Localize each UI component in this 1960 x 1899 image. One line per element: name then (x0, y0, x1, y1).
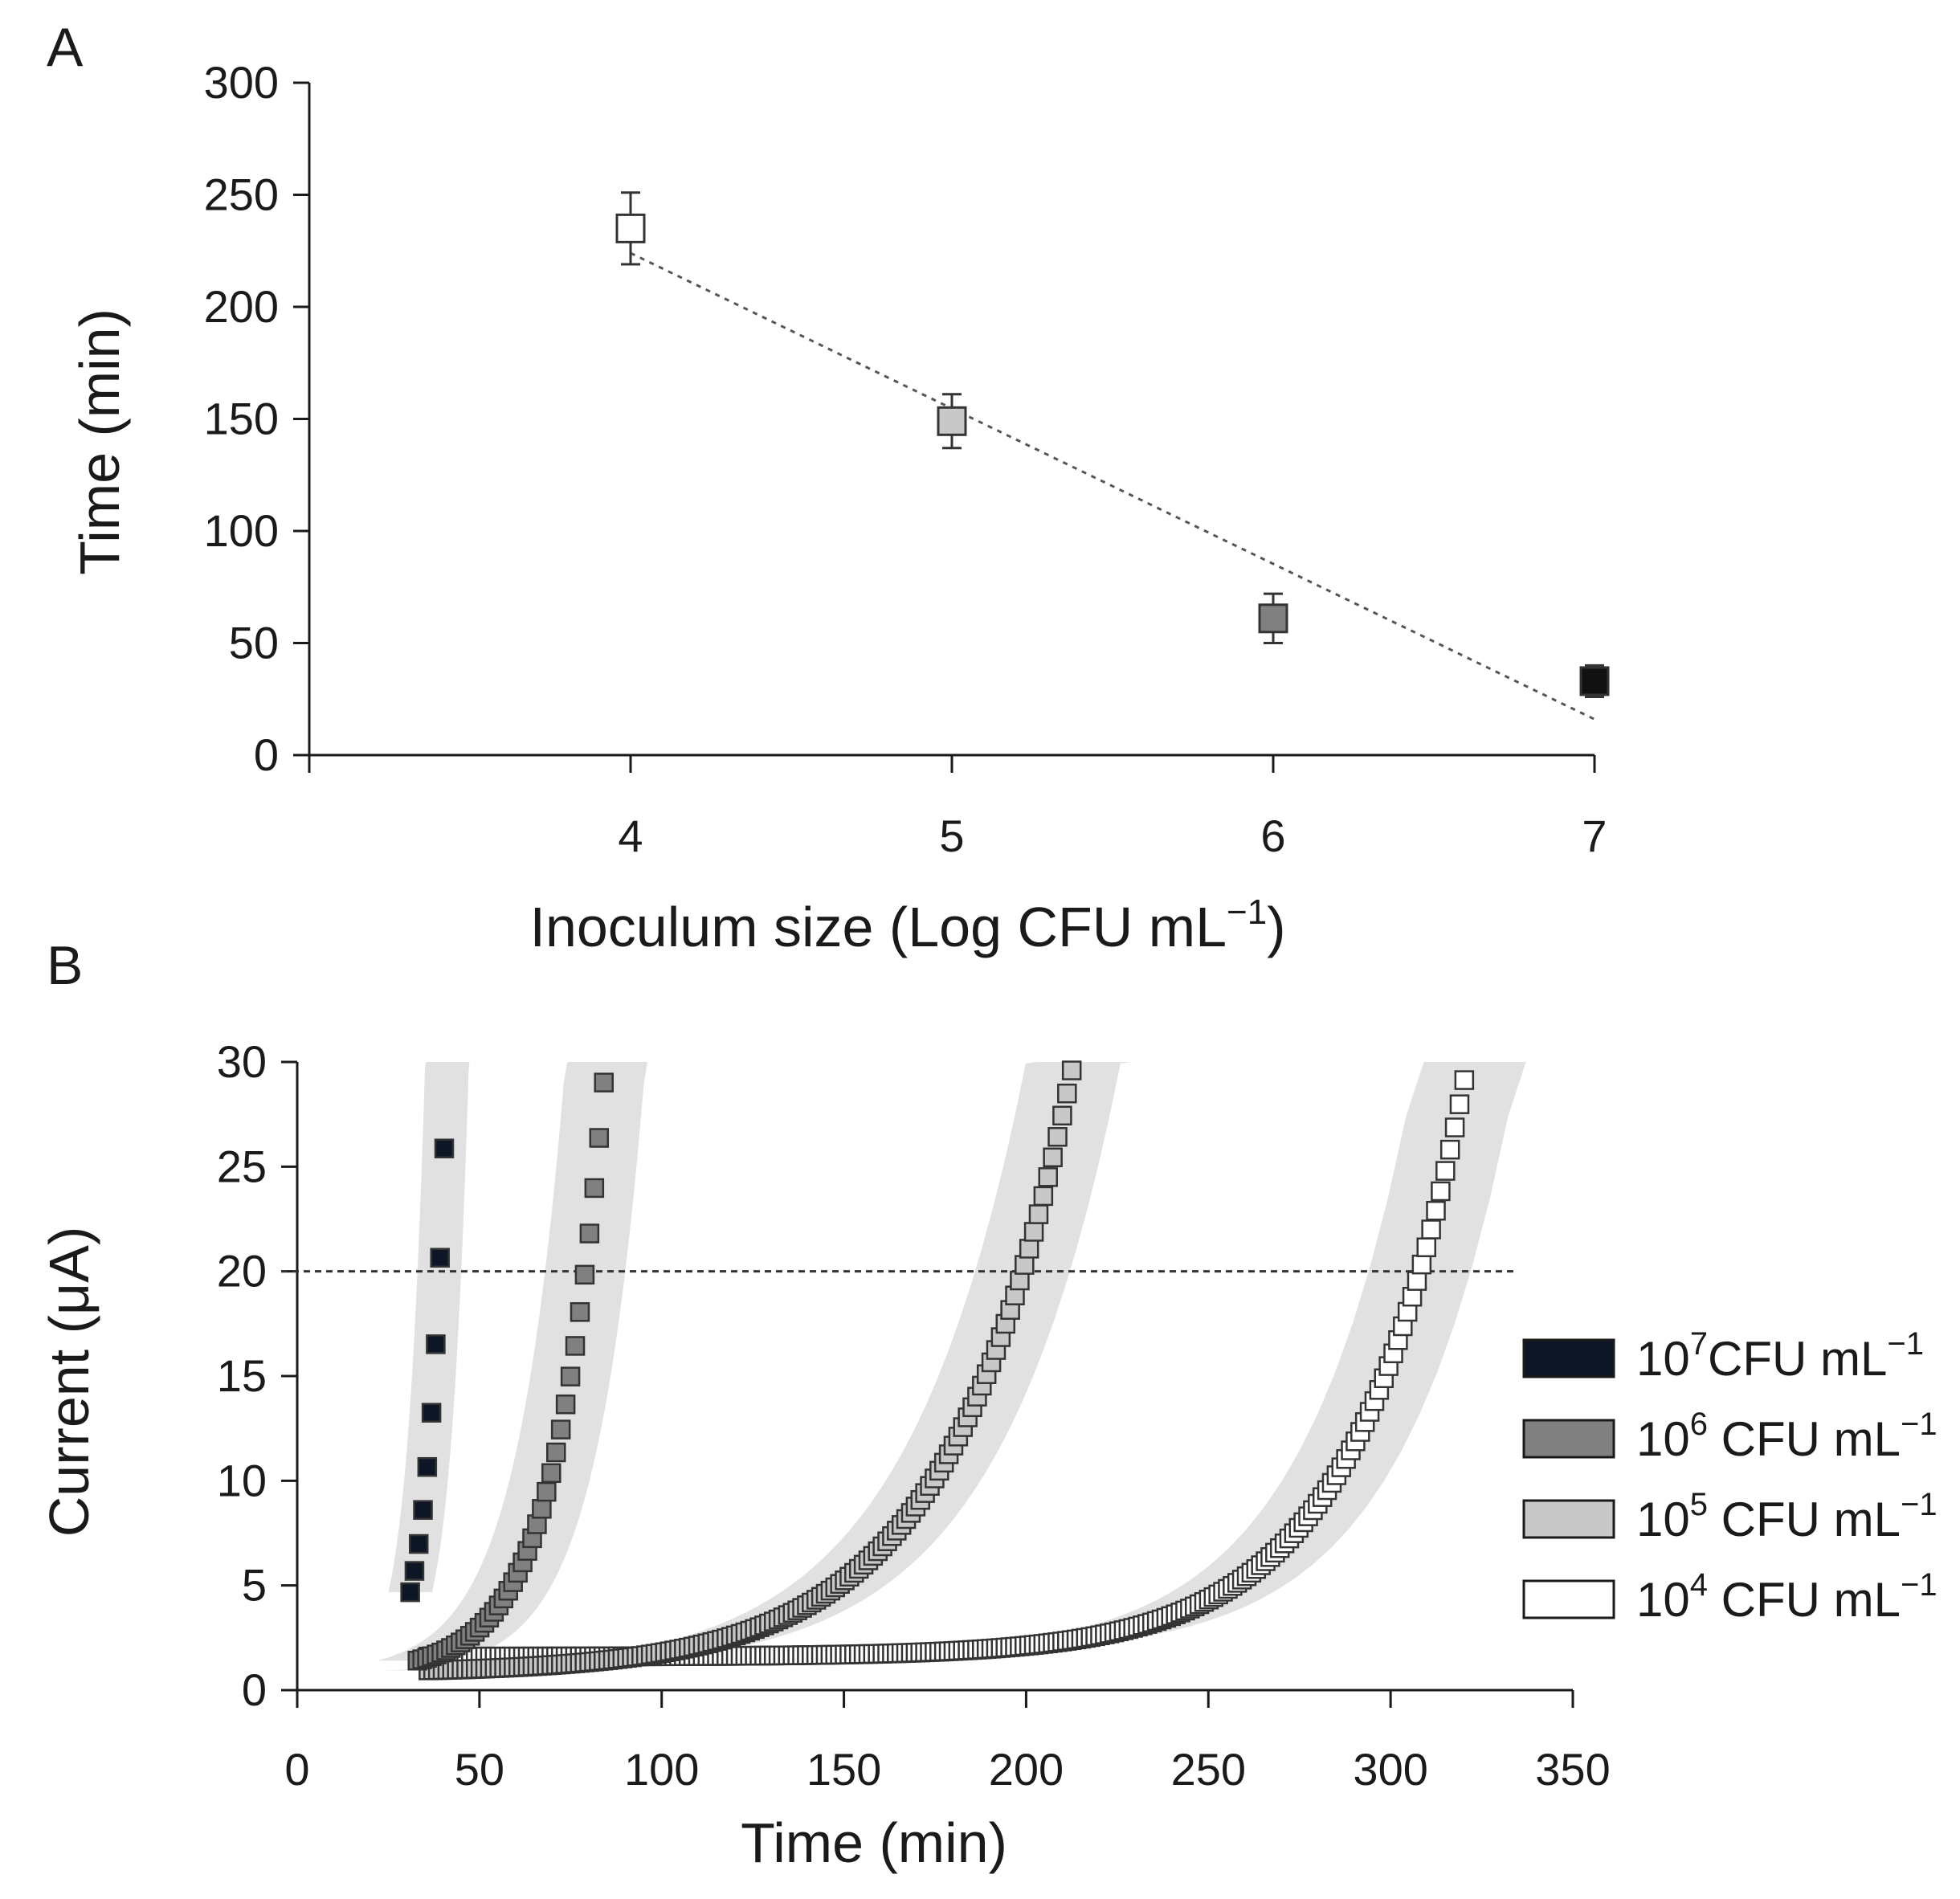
panel-b-y-axis-title: Current (μA) (38, 1227, 100, 1538)
panel-b-data-point (430, 1248, 450, 1268)
panel-a-y-axis-title: Time (min) (68, 308, 131, 575)
panel-b-data-point (1052, 1105, 1072, 1126)
panel-b-data-point (565, 1336, 586, 1356)
panel-a-y-tick-label: 250 (204, 169, 279, 220)
panel-a-x-tick-label: 4 (618, 811, 643, 861)
panel-b-y-tick-label: 15 (217, 1350, 267, 1401)
panel-b-legend-label: 104 CFU mL−1 (1636, 1567, 1938, 1627)
panel-b-y-tick-label: 25 (217, 1141, 267, 1191)
panel-b-data-point (1421, 1219, 1441, 1239)
panel-b-legend-label: 106 CFU mL−1 (1636, 1407, 1938, 1466)
panel-b-data-point (589, 1128, 610, 1148)
panel-a-x-axis-title: Inoculum size (Log CFU mL−1) (530, 892, 1286, 958)
panel-b-data-point (1449, 1094, 1470, 1114)
panel-a-y-tick-label: 150 (204, 394, 279, 444)
panel-b-legend-swatch (1522, 1338, 1615, 1378)
panel-b-data-point (408, 1533, 429, 1554)
panel-b-x-tick-label: 350 (1535, 1744, 1610, 1795)
panel-b-data-point (1439, 1139, 1460, 1160)
panel-b-data-point (570, 1302, 590, 1322)
panel-b-x-tick-label: 150 (806, 1744, 881, 1795)
panel-b-data-point (1435, 1161, 1456, 1181)
panel-b-data-point (594, 1072, 614, 1092)
panel-b-legend-label: 107CFU mL−1 (1636, 1326, 1924, 1386)
panel-a-x-tick-label: 5 (939, 811, 964, 861)
panel-b-data-point (1047, 1127, 1068, 1147)
panel-b-x-tick-label: 50 (455, 1744, 504, 1795)
panel-b-data-point (1038, 1167, 1058, 1187)
panel-b-data-point (1426, 1200, 1446, 1221)
panel-b-data-point (413, 1500, 433, 1520)
panel-b-data-point (1454, 1070, 1475, 1090)
panel-b-data-point (1431, 1181, 1451, 1202)
panel-b-y-tick-label: 0 (242, 1664, 267, 1715)
panel-a-trendline (630, 251, 1595, 721)
panel-b-data-point (1411, 1254, 1432, 1275)
panel-b-confidence-band (377, 1062, 1544, 1657)
panel-b-legend-swatch (1522, 1579, 1615, 1619)
panel-b-data-point (1057, 1083, 1077, 1104)
panel-b-legend-label: 105 CFU mL−1 (1636, 1487, 1938, 1546)
panel-b-data-point (1043, 1147, 1063, 1168)
panel-b-data-point (1015, 1255, 1035, 1275)
panel-b-data-point (404, 1561, 425, 1581)
panel-b-data-point (1416, 1237, 1436, 1258)
panel-b-data-point (1023, 1222, 1044, 1242)
panel-a-data-point (1258, 603, 1288, 634)
panel-b-x-tick-label: 100 (624, 1744, 699, 1795)
panel-b-data-point (1444, 1117, 1465, 1137)
panel-a-data-point (615, 213, 646, 243)
panel-a-data-point (1579, 666, 1610, 696)
panel-a-y-tick-label: 300 (204, 57, 279, 108)
panel-b-x-tick-label: 300 (1353, 1744, 1427, 1795)
panel-b-data-point (426, 1334, 446, 1354)
panel-a-chart: 0 50 100 150 200 250 300 4 5 6 7 Time (min) Inocul… (68, 57, 1610, 958)
panel-b-data-point (400, 1582, 420, 1603)
panel-a-y-tick-label: 0 (254, 729, 279, 780)
panel-b-data-point (1407, 1271, 1427, 1291)
panel-b-legend-swatch (1522, 1499, 1615, 1539)
panel-b-confidence-band (381, 1062, 1143, 1671)
panel-b-data-point (555, 1394, 576, 1415)
panel-b-y-tick-label: 20 (217, 1246, 267, 1297)
panel-a-data-point (937, 406, 967, 436)
panel-b-data-point (532, 1499, 552, 1519)
panel-b-data-point (1033, 1186, 1054, 1207)
panel-b-x-axis-title: Time (min) (741, 1811, 1007, 1874)
panel-b-data-point (537, 1481, 557, 1502)
panel-b-x-tick-label: 250 (1171, 1744, 1246, 1795)
panel-a-y-tick-label: 200 (204, 281, 279, 332)
panel-b-data-point (550, 1419, 571, 1440)
panel-a-y-tick-label: 50 (229, 618, 279, 668)
panel-b-data-point (545, 1442, 566, 1463)
panel-a-label: A (47, 17, 84, 78)
panel-b-y-tick-label: 5 (242, 1560, 267, 1611)
panel-a-y-tick-label: 100 (204, 505, 279, 556)
panel-b-data-point (1061, 1060, 1082, 1080)
panel-b-data-point (1019, 1239, 1039, 1259)
panel-b-data-point (560, 1366, 581, 1386)
panel-b-confidence-band (388, 1062, 484, 1593)
panel-b-legend: 107CFU mL−1 106 CFU mL−1 105 CFU mL−1 104 C… (1522, 1326, 1938, 1627)
panel-b-data-point (1028, 1204, 1049, 1224)
panel-b-data-point (579, 1223, 600, 1244)
panel-b-y-tick-label: 30 (217, 1036, 267, 1087)
panel-b-data-point (584, 1178, 605, 1199)
panel-b-data-point (417, 1456, 438, 1477)
panel-b-data-point (421, 1403, 442, 1423)
panel-b-x-tick-label: 0 (284, 1744, 309, 1795)
panel-b-data-point (541, 1463, 561, 1484)
panel-b-confidence-band (377, 1062, 673, 1661)
panel-b-data-point (574, 1264, 595, 1285)
panel-b-label: B (47, 935, 83, 996)
panel-b-x-tick-label: 200 (989, 1744, 1064, 1795)
panel-b-legend-swatch (1522, 1419, 1615, 1459)
panel-b-y-tick-label: 10 (217, 1455, 267, 1505)
panel-a-x-tick-label: 6 (1260, 811, 1285, 861)
panel-a-x-tick-label: 7 (1582, 811, 1607, 861)
panel-b-data-point (434, 1138, 455, 1158)
